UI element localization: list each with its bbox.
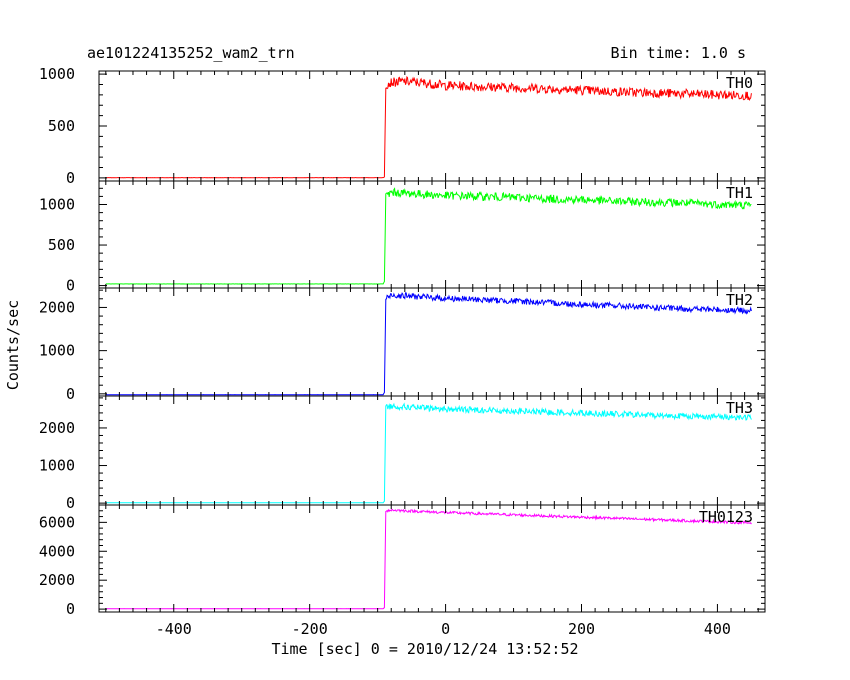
y-tick-label: 0 — [66, 385, 75, 403]
y-axis-label: Counts/sec — [4, 300, 22, 390]
y-tick-label: 2000 — [39, 571, 75, 589]
y-tick-label: 2000 — [39, 298, 75, 316]
x-tick-label: 400 — [704, 620, 731, 638]
y-tick-label: 6000 — [39, 513, 75, 531]
panel-label-th1: TH1 — [726, 184, 753, 202]
panel-th2: 0 1000 2000 TH2 — [39, 287, 766, 403]
y-tick-label: 2000 — [39, 419, 75, 437]
series-line-th0123 — [105, 508, 752, 610]
panel-frame — [98, 395, 766, 506]
y-tick-label: 500 — [48, 236, 75, 254]
panel-frame — [98, 287, 766, 397]
bin-time-label: Bin time: 1.0 s — [610, 44, 746, 62]
panel-label-th2: TH2 — [726, 291, 753, 309]
panel-label-th0123: TH0123 — [699, 508, 753, 526]
x-axis-label: Time [sec] 0 = 2010/12/24 13:52:52 — [271, 640, 578, 658]
y-tick-label: 500 — [48, 117, 75, 135]
y-tick-label: 0 — [66, 169, 75, 187]
x-tick-label: 200 — [568, 620, 595, 638]
x-tick-label: 0 — [441, 620, 450, 638]
series-line-th0 — [105, 75, 752, 179]
x-tick-label: -200 — [292, 620, 328, 638]
x-tick-label: -400 — [156, 620, 192, 638]
series-line-th3 — [105, 402, 752, 504]
series-line-th2 — [105, 292, 752, 396]
y-tick-label: 1000 — [39, 342, 75, 360]
y-tick-label: 0 — [66, 277, 75, 295]
y-tick-label: 0 — [66, 494, 75, 512]
panel-th3: 0 1000 2000 TH3 — [39, 395, 766, 512]
chart-title: ae101224135252_wam2_trn — [87, 44, 295, 62]
panel-th0: 0 500 1000 TH0 — [39, 65, 766, 187]
panel-label-th0: TH0 — [726, 74, 753, 92]
panel-label-th3: TH3 — [726, 399, 753, 417]
series-line-th1 — [105, 187, 752, 285]
y-tick-label: 1000 — [39, 196, 75, 214]
panel-th1: 0 500 1000 TH1 — [39, 180, 766, 295]
panel-th0123: 0 2000 4000 6000 TH0123 — [39, 504, 766, 618]
y-tick-label: 4000 — [39, 542, 75, 560]
y-tick-label: 1000 — [39, 457, 75, 475]
y-tick-label: 1000 — [39, 65, 75, 83]
y-tick-label: 0 — [66, 600, 75, 618]
